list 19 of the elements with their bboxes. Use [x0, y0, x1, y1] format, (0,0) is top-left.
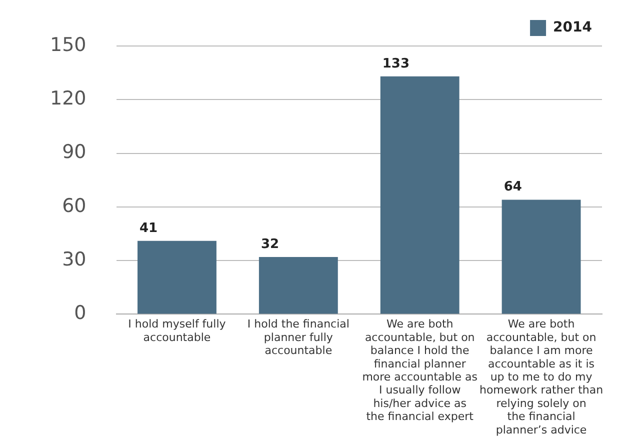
data-label: 64 — [504, 180, 522, 195]
data-label: 133 — [382, 56, 410, 72]
legend-label: 2014 — [553, 20, 592, 36]
y-tick-label: 0 — [74, 302, 86, 324]
y-tick-label: 120 — [50, 88, 86, 110]
y-tick-label: 90 — [62, 141, 86, 164]
category-label: We are both accountable, but on balance I am more accountable as it is up to me to do my homework rather than relying solely on the financial planner’s advice — [479, 318, 604, 436]
x-tick-label: We are both accountable, but on balance I hold the financial planner more accountable as I usually follow his/her advice as the financial expert — [362, 318, 478, 424]
data-label: 32 — [260, 236, 280, 252]
y-tick-label: 150 — [50, 34, 86, 56]
bar — [258, 256, 338, 314]
y-tick-label: 60 — [62, 194, 86, 217]
bar — [502, 200, 581, 314]
y-tick-label: 30 — [62, 248, 86, 270]
bar — [380, 76, 460, 314]
x-tick-label: I hold myself fully accountable — [128, 318, 226, 344]
bar — [138, 240, 216, 314]
data-label: 41 — [140, 220, 158, 236]
x-tick-label: I hold the financial planner fully accountable — [247, 318, 350, 358]
